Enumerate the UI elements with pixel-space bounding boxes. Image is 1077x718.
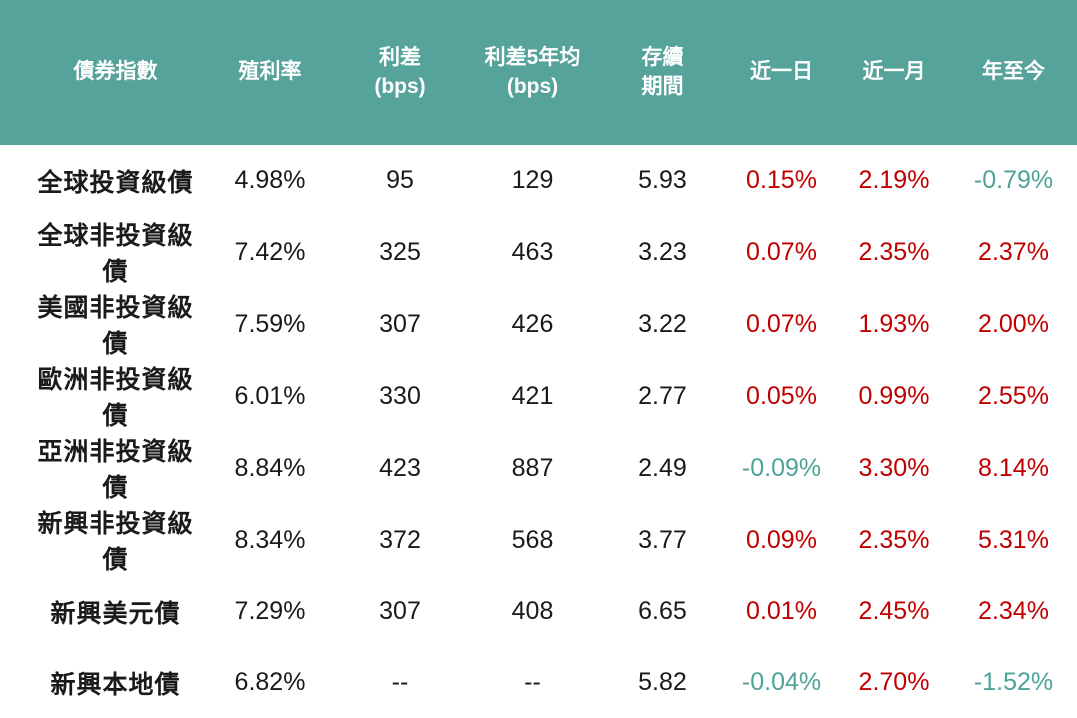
cell-bond-index: 全球投資級債 (37, 168, 194, 197)
cell-1-month-change: 0.99% (858, 381, 930, 410)
cell-yield: 7.59% (234, 309, 306, 338)
cell-bond-index: 亞洲非投資級債 (37, 438, 194, 502)
cell-spread-5y-avg: 129 (511, 166, 554, 194)
cell-1-day-change: 0.09% (746, 525, 817, 554)
cell-spread-5y-avg: 426 (511, 309, 554, 338)
cell-spread: -- (391, 668, 409, 696)
table-row: 新興本地債 6.82% -- -- 5.82 -0.04% 2.70% -1.5… (0, 647, 1077, 718)
cell-1-day-change: 0.01% (746, 597, 817, 625)
cell-spread-5y-avg: 568 (511, 525, 554, 554)
cell-yield: 4.98% (234, 166, 306, 194)
table-row: 全球非投資級債 7.42% 325 463 3.23 0.07% 2.35% 2… (0, 216, 1077, 288)
cell-1-month-change: 3.30% (858, 453, 930, 482)
col-header-year-to-date: 年至今 (982, 60, 1045, 84)
cell-spread: 330 (379, 381, 421, 410)
cell-1-month-change: 2.19% (858, 166, 930, 194)
cell-duration: 3.22 (638, 309, 687, 338)
cell-duration: 5.82 (638, 668, 687, 696)
cell-bond-index: 美國非投資級債 (37, 294, 194, 358)
cell-bond-index: 歐洲非投資級債 (37, 366, 194, 430)
cell-duration: 3.23 (638, 237, 687, 266)
cell-yield: 7.42% (234, 237, 306, 266)
col-header-spread-5y-avg-bps: 利差5年均 (bps) (484, 46, 581, 98)
cell-ytd-change: 2.00% (978, 309, 1049, 338)
cell-yield: 8.84% (234, 453, 306, 482)
cell-yield: 6.82% (234, 668, 306, 696)
col-header-1-month: 近一月 (862, 60, 926, 84)
header-row: 債券指數 殖利率 利差 (bps) 利差5年均 (bps) 存續 期間 近一日 … (0, 0, 1077, 145)
cell-1-day-change: -0.09% (741, 453, 822, 482)
cell-spread: 307 (379, 309, 421, 338)
cell-ytd-change: -0.79% (973, 166, 1054, 194)
cell-yield: 8.34% (234, 525, 306, 554)
table-row: 全球投資級債 4.98% 95 129 5.93 0.15% 2.19% -0.… (0, 145, 1077, 216)
table-row: 美國非投資級債 7.59% 307 426 3.22 0.07% 1.93% 2… (0, 288, 1077, 360)
table-row: 亞洲非投資級債 8.84% 423 887 2.49 -0.09% 3.30% … (0, 432, 1077, 504)
cell-ytd-change: 2.55% (978, 381, 1049, 410)
cell-ytd-change: 5.31% (978, 525, 1049, 554)
cell-spread: 95 (386, 166, 414, 194)
cell-1-day-change: 0.07% (746, 237, 817, 266)
cell-spread: 307 (379, 597, 421, 625)
cell-duration: 5.93 (638, 166, 687, 194)
cell-ytd-change: 2.37% (978, 237, 1049, 266)
cell-duration: 6.65 (638, 597, 687, 625)
cell-duration: 3.77 (638, 525, 687, 554)
col-header-yield: 殖利率 (238, 60, 302, 84)
cell-bond-index: 全球非投資級債 (37, 222, 194, 286)
cell-1-day-change: 0.07% (746, 309, 817, 338)
table-row: 新興美元債 7.29% 307 408 6.65 0.01% 2.45% 2.3… (0, 576, 1077, 647)
cell-spread-5y-avg: 887 (511, 453, 554, 482)
cell-bond-index: 新興本地債 (50, 670, 181, 699)
cell-yield: 7.29% (234, 597, 306, 625)
table-row: 歐洲非投資級債 6.01% 330 421 2.77 0.05% 0.99% 2… (0, 360, 1077, 432)
col-header-duration: 存續 期間 (641, 46, 684, 98)
cell-bond-index: 新興非投資級債 (37, 510, 194, 574)
cell-duration: 2.77 (638, 381, 687, 410)
table-row: 新興非投資級債 8.34% 372 568 3.77 0.09% 2.35% 5… (0, 504, 1077, 576)
cell-duration: 2.49 (638, 453, 687, 482)
cell-1-day-change: -0.04% (741, 668, 822, 696)
cell-spread: 325 (379, 237, 421, 266)
cell-bond-index: 新興美元債 (50, 599, 181, 628)
cell-spread-5y-avg: -- (524, 668, 541, 696)
cell-ytd-change: -1.52% (973, 668, 1054, 696)
cell-spread-5y-avg: 421 (511, 381, 554, 410)
cell-spread: 372 (379, 525, 421, 554)
cell-ytd-change: 8.14% (978, 453, 1049, 482)
col-header-bond-index: 債券指數 (73, 60, 158, 84)
cell-1-month-change: 2.45% (858, 597, 930, 625)
cell-1-month-change: 2.35% (858, 237, 930, 266)
cell-spread-5y-avg: 463 (511, 237, 554, 266)
cell-1-month-change: 1.93% (858, 309, 930, 338)
cell-1-month-change: 2.70% (858, 668, 930, 696)
cell-1-month-change: 2.35% (858, 525, 930, 554)
table-body: 全球投資級債 4.98% 95 129 5.93 0.15% 2.19% -0.… (0, 145, 1077, 718)
col-header-spread-bps: 利差 (bps) (374, 46, 426, 98)
cell-yield: 6.01% (234, 381, 306, 410)
cell-ytd-change: 2.34% (978, 597, 1049, 625)
table-header: 債券指數 殖利率 利差 (bps) 利差5年均 (bps) 存續 期間 近一日 … (0, 0, 1077, 145)
cell-spread-5y-avg: 408 (511, 597, 554, 625)
col-header-1-day: 近一日 (750, 60, 813, 84)
cell-1-day-change: 0.15% (746, 166, 817, 194)
cell-1-day-change: 0.05% (746, 381, 817, 410)
cell-spread: 423 (379, 453, 421, 482)
